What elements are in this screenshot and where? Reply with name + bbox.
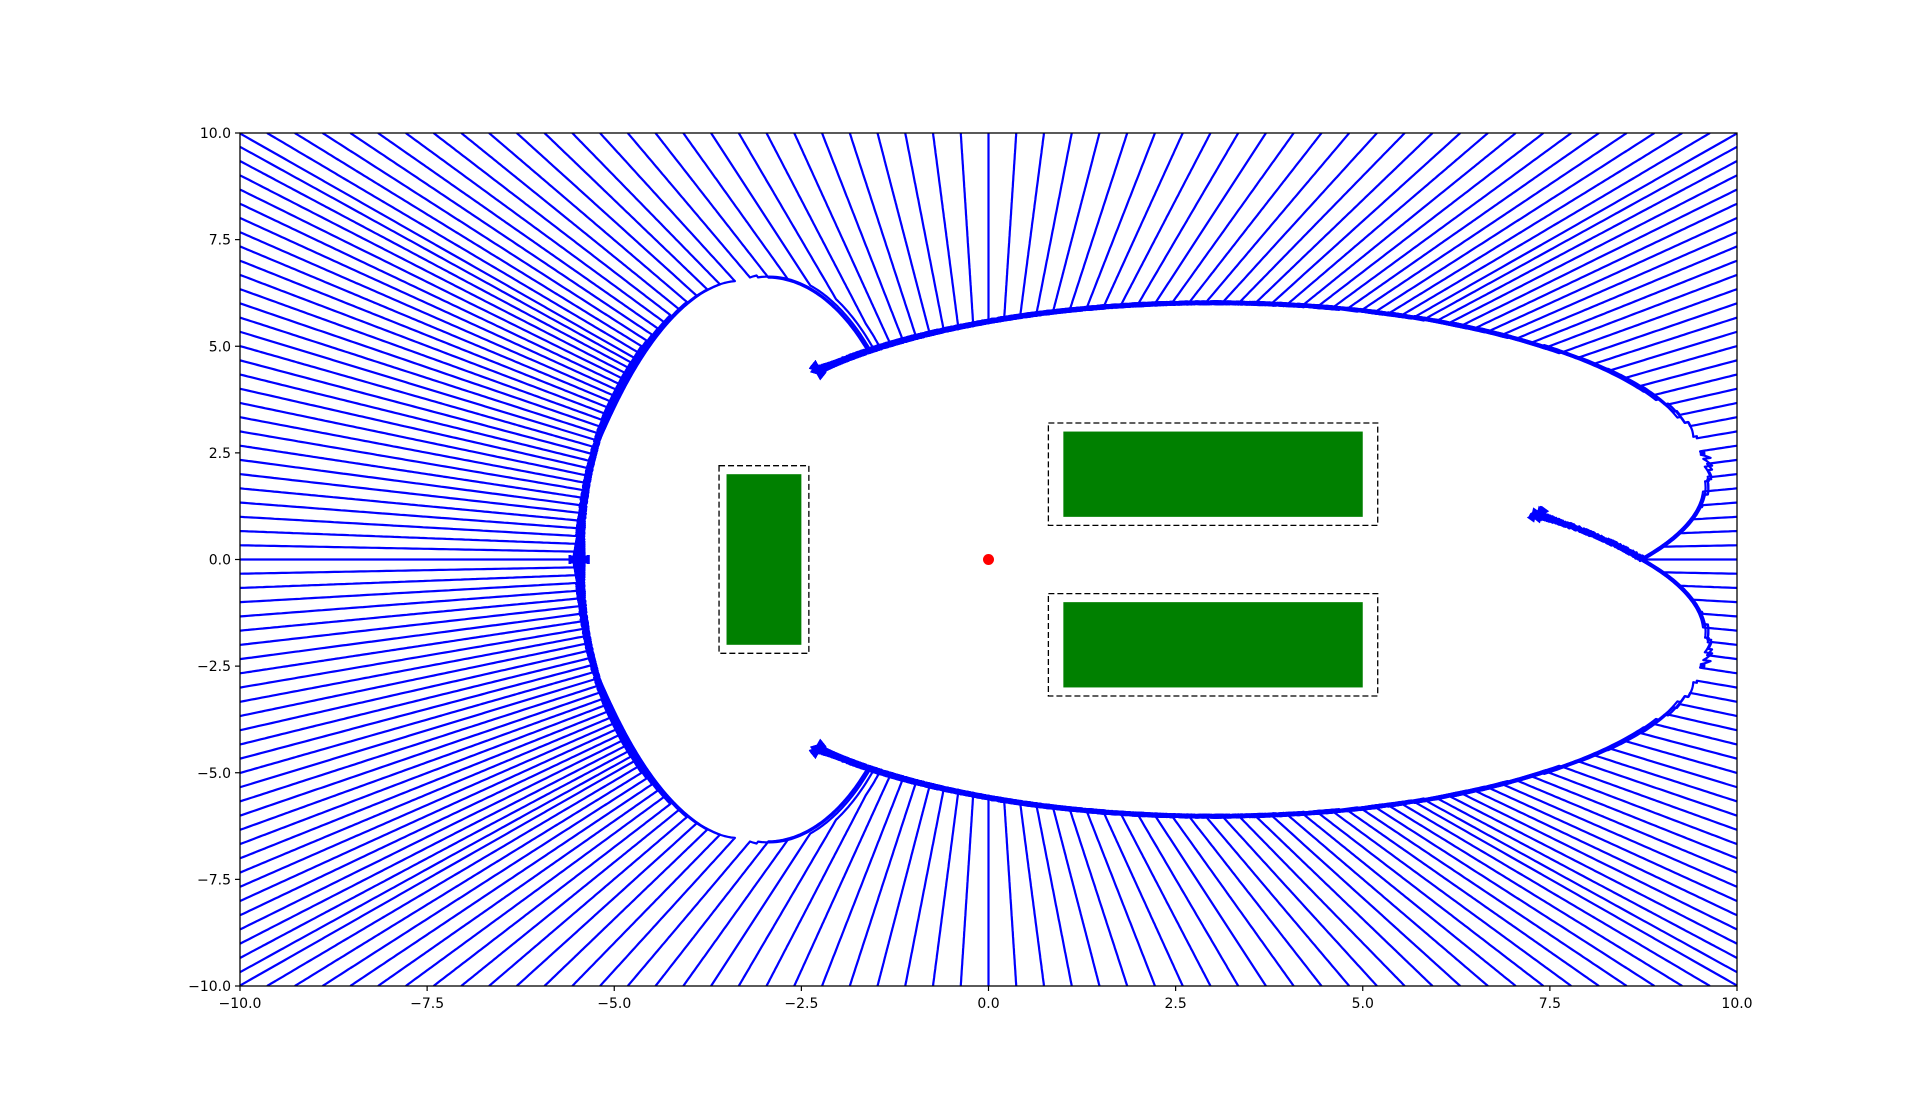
streamline <box>574 560 735 986</box>
streamline <box>816 681 1736 817</box>
streamline <box>817 746 1736 818</box>
streamline <box>241 545 583 559</box>
streamline <box>241 560 583 574</box>
x-tick-label: 2.5 <box>1164 996 1186 1012</box>
obstacle-lower-right <box>1063 602 1362 687</box>
streamline <box>684 133 868 369</box>
streamline <box>1538 503 1736 558</box>
streamline <box>241 460 585 560</box>
x-tick-label: 10.0 <box>1721 996 1752 1012</box>
streamline <box>1537 512 1736 673</box>
streamline <box>817 133 1349 373</box>
streamline <box>684 750 868 986</box>
streamline <box>816 750 1265 986</box>
streamline <box>817 261 1737 370</box>
streamline <box>817 749 1737 858</box>
streamline <box>1533 460 1737 560</box>
streamline <box>817 749 1239 986</box>
x-tick-label: 5.0 <box>1352 996 1374 1012</box>
x-tick-label: 0.0 <box>977 996 999 1012</box>
streamline <box>816 749 1405 985</box>
streamline <box>323 560 646 986</box>
streamline <box>1539 513 1736 574</box>
streamline <box>1530 446 1736 559</box>
streamline <box>241 560 585 660</box>
streamline <box>816 749 1737 818</box>
y-tick-label: 7.5 <box>209 233 231 249</box>
streamline <box>816 302 1736 438</box>
streamline <box>816 301 1736 369</box>
streamline <box>323 133 646 559</box>
streamline <box>241 361 594 560</box>
streamline <box>817 133 1239 370</box>
streamline <box>739 750 873 986</box>
streamline <box>818 746 1044 985</box>
x-axis: −10.0 −7.5 −5.0 −2.5 0.0 2.5 5.0 7.5 10.0 <box>219 986 1753 1012</box>
streamline <box>1535 512 1737 631</box>
streamline <box>817 693 1737 818</box>
x-tick-label: −5.0 <box>597 996 631 1012</box>
streamline <box>739 133 873 369</box>
goal-marker <box>983 554 994 565</box>
y-tick-label: 0.0 <box>209 553 231 569</box>
streamline <box>517 133 697 559</box>
streamline <box>816 747 1072 986</box>
streamline <box>817 301 1736 373</box>
y-tick-label: −7.5 <box>197 872 231 888</box>
streamline <box>818 747 1737 944</box>
streamline <box>818 133 973 372</box>
streamline <box>817 190 1737 369</box>
y-tick-label: 2.5 <box>209 446 231 462</box>
y-tick-label: 10.0 <box>200 126 231 142</box>
streamline <box>816 133 1405 369</box>
obstacle-left <box>727 474 802 645</box>
streamline <box>817 704 1737 818</box>
streamline <box>818 747 973 986</box>
y-axis: −10.0 −7.5 −5.0 −2.5 0.0 2.5 5.0 7.5 10.0 <box>188 126 240 995</box>
streamline <box>1541 513 1737 560</box>
streamline <box>816 749 1736 817</box>
streamline <box>818 133 1044 372</box>
streamline <box>816 301 1737 370</box>
streamline <box>816 133 1265 369</box>
streamline <box>816 204 1736 372</box>
streamline <box>816 133 1072 372</box>
streamline <box>517 560 697 986</box>
y-tick-label: 5.0 <box>209 339 231 355</box>
y-tick-label: −5.0 <box>197 766 231 782</box>
obstacles <box>719 423 1378 696</box>
streamline <box>817 301 1737 426</box>
x-tick-label: −10.0 <box>219 996 262 1012</box>
x-tick-label: −7.5 <box>410 996 444 1012</box>
streamline <box>711 749 870 986</box>
streamline <box>817 301 1737 415</box>
y-tick-label: −2.5 <box>197 659 231 675</box>
streamline <box>817 750 1737 929</box>
streamline <box>711 133 870 370</box>
streamline <box>241 560 594 759</box>
streamline <box>817 746 1349 986</box>
x-tick-label: −2.5 <box>784 996 818 1012</box>
flow-arrows <box>569 360 1550 759</box>
streamline <box>816 747 1736 915</box>
y-tick-label: −10.0 <box>188 979 231 995</box>
obstacle-upper-right <box>1063 432 1362 517</box>
x-tick-label: 7.5 <box>1539 996 1561 1012</box>
streamline <box>818 176 1737 373</box>
streamline <box>574 133 735 559</box>
